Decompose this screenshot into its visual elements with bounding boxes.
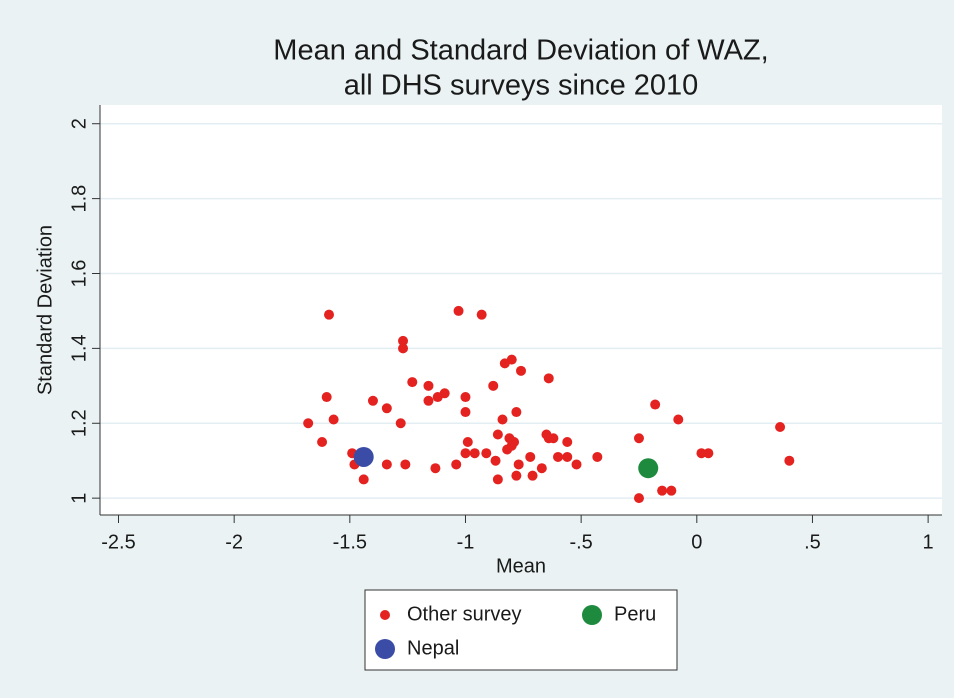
point (460, 448, 471, 459)
point (432, 392, 443, 403)
y-tick-label: 1.8 (68, 185, 90, 213)
point (497, 414, 508, 425)
point (430, 463, 441, 474)
point (513, 459, 524, 470)
legend-label: Peru (614, 603, 656, 625)
point (317, 436, 328, 447)
point (395, 418, 406, 429)
point (650, 399, 661, 410)
point (462, 436, 473, 447)
point (400, 459, 411, 470)
legend-marker (375, 639, 395, 659)
point (638, 458, 659, 479)
point (451, 459, 462, 470)
x-tick-label: -1.5 (333, 531, 367, 553)
point (381, 459, 392, 470)
chart-title: Mean and Standard Deviation of WAZ, (273, 35, 768, 67)
point (703, 448, 714, 459)
point (548, 433, 559, 444)
point (481, 448, 492, 459)
point (398, 335, 409, 346)
point (499, 358, 510, 369)
x-tick-label: .5 (804, 531, 821, 553)
point (490, 455, 501, 466)
legend-marker (582, 605, 602, 625)
legend-label: Other survey (407, 603, 521, 625)
point (328, 414, 339, 425)
point (784, 455, 795, 466)
point (398, 343, 409, 354)
point (502, 444, 513, 455)
point (488, 380, 499, 391)
point (673, 414, 684, 425)
y-tick-label: 1.4 (68, 334, 90, 362)
point (423, 395, 434, 406)
point (562, 451, 573, 462)
point (527, 470, 538, 481)
point (511, 470, 522, 481)
x-tick-label: 1 (923, 531, 934, 553)
x-axis-label: Mean (496, 555, 546, 577)
x-tick-label: -2.5 (101, 531, 135, 553)
x-tick-label: -1 (457, 531, 475, 553)
point (453, 305, 464, 316)
y-tick-label: 1.6 (68, 260, 90, 288)
point (633, 433, 644, 444)
chart-title: all DHS surveys since 2010 (344, 70, 699, 102)
point (562, 436, 573, 447)
legend-label: Nepal (407, 637, 459, 659)
y-tick-label: 2 (68, 118, 90, 129)
point (536, 463, 547, 474)
point (492, 474, 503, 485)
point (571, 459, 582, 470)
point (525, 451, 536, 462)
y-tick-label: 1 (68, 493, 90, 504)
point (476, 309, 487, 320)
y-tick-label: 1.2 (68, 409, 90, 437)
point (543, 373, 554, 384)
point (381, 403, 392, 414)
point (324, 309, 335, 320)
point (367, 395, 378, 406)
point (407, 377, 418, 388)
legend (364, 589, 678, 671)
point (696, 448, 707, 459)
point (633, 493, 644, 504)
point (492, 429, 503, 440)
point (321, 392, 332, 403)
y-axis-label: Standard Deviation (34, 225, 56, 395)
point (469, 448, 480, 459)
point (666, 485, 677, 496)
point (460, 407, 471, 418)
point (303, 418, 314, 429)
x-tick-label: 0 (691, 531, 702, 553)
x-tick-label: -2 (225, 531, 243, 553)
plot-area (100, 105, 942, 515)
point (358, 474, 369, 485)
x-tick-label: -.5 (569, 531, 592, 553)
point (511, 407, 522, 418)
legend-marker (380, 610, 390, 620)
point (423, 380, 434, 391)
point (592, 451, 603, 462)
point (516, 365, 526, 376)
point (460, 392, 471, 403)
point (775, 422, 786, 433)
point (657, 485, 668, 496)
point (553, 451, 564, 462)
point (353, 446, 374, 467)
